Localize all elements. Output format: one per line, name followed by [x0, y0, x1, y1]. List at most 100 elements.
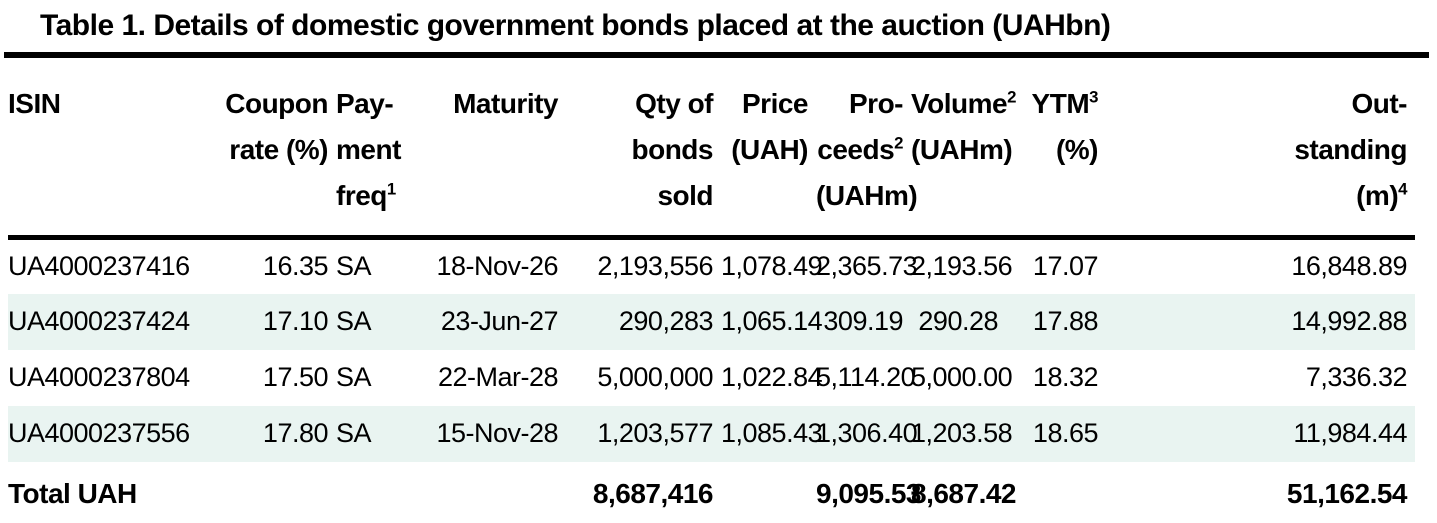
- header-text: YTM: [1031, 88, 1090, 119]
- header-line: Pro-: [816, 81, 904, 127]
- total-row: Total UAH 8,687,416 9,095.53 8,687.42 51…: [8, 462, 1415, 518]
- cell-maturity: 18-Nov-26: [436, 251, 558, 282]
- cell-outstanding-m: 16,848.89: [1291, 251, 1407, 282]
- cell-price-uah: 1,065.14: [721, 306, 823, 336]
- header-line: (m)4: [1106, 173, 1407, 219]
- header-text: sold: [657, 180, 713, 211]
- header-line: ment: [336, 127, 416, 173]
- header-text: Volume: [911, 88, 1008, 119]
- header-text: ment: [336, 134, 401, 165]
- table-body: UA4000237416 16.35 SA 18-Nov-26 2,193,55…: [8, 238, 1415, 462]
- cell-price-uah: 1,085.43: [721, 418, 823, 448]
- cell-maturity: 22-Mar-28: [437, 362, 559, 392]
- header-line: ceeds2: [816, 127, 903, 173]
- cell-qty-of-bonds-sold: 1,203,577: [597, 418, 713, 448]
- cell-volume-uahm: 2,193.56: [911, 251, 1013, 282]
- col-header-ytm-pct: YTM3 (%): [1006, 58, 1106, 240]
- cell-ytm-pct: 18.32: [1032, 362, 1099, 392]
- header-line: bonds: [566, 127, 714, 173]
- header-line: ISIN: [8, 81, 208, 127]
- header-line: (%): [1006, 127, 1099, 173]
- cell-isin: UA4000237416: [8, 251, 190, 282]
- header-text: (%): [1055, 134, 1099, 165]
- total-ytm-pct: [1006, 462, 1106, 518]
- cell-coupon-rate: 17.50: [262, 362, 329, 392]
- header-text: ceeds: [817, 134, 895, 165]
- col-header-qty-of-bonds-sold: Qty of bonds sold: [566, 58, 721, 240]
- col-header-volume-uahm: Volume2 (UAHm): [911, 58, 1016, 240]
- header-line: Volume2: [911, 81, 1016, 127]
- cell-outstanding-m: 7,336.32: [1305, 362, 1408, 392]
- cell-ytm-pct: 18.65: [1032, 418, 1099, 448]
- header-row: ISIN Coupon rate (%) Pay- ment freq1 Mat…: [8, 58, 1415, 240]
- table-row: UA4000237416 16.35 SA 18-Nov-26 2,193,55…: [8, 238, 1415, 294]
- cell-coupon-rate: 17.10: [262, 306, 329, 336]
- cell-coupon-rate: 17.80: [262, 418, 329, 448]
- col-header-proceeds-uahm: Pro- ceeds2 (UAHm): [816, 58, 918, 240]
- total-outstanding-m: 51,162.54: [1286, 477, 1408, 509]
- cell-ytm-pct: 17.88: [1032, 306, 1099, 336]
- header-text: Maturity: [453, 88, 558, 119]
- table-row: UA4000237804 17.50 SA 22-Mar-28 5,000,00…: [8, 350, 1415, 406]
- cell-coupon-rate: 16.35: [262, 251, 329, 282]
- table-title: Table 1. Details of domestic government …: [40, 9, 1111, 42]
- cell-volume-uahm: 290.28: [918, 306, 998, 336]
- cell-outstanding-m: 11,984.44: [1293, 418, 1407, 448]
- table-footer: Total UAH 8,687,416 9,095.53 8,687.42 51…: [8, 462, 1415, 518]
- header-text: Out-: [1351, 88, 1407, 119]
- header-text: freq: [336, 180, 387, 211]
- total-price-uah: [721, 462, 816, 518]
- cell-payment-freq: SA: [336, 306, 372, 336]
- table-row: UA4000237424 17.10 SA 23-Jun-27 290,283 …: [8, 293, 1415, 350]
- table-header: ISIN Coupon rate (%) Pay- ment freq1 Mat…: [8, 58, 1415, 240]
- header-text: Coupon: [225, 88, 328, 119]
- total-label: Total UAH: [8, 477, 137, 509]
- header-line: freq1: [336, 173, 416, 219]
- cell-price-uah: 1,022.84: [721, 362, 823, 392]
- cell-qty-of-bonds-sold: 2,193,556: [597, 251, 713, 282]
- header-line: Coupon: [208, 81, 328, 127]
- cell-volume-uahm: 5,000.00: [911, 362, 1013, 392]
- cell-isin: UA4000237424: [8, 306, 190, 336]
- header-line: Pay-: [336, 81, 416, 127]
- title-rule: [4, 52, 1429, 58]
- cell-proceeds-uahm: 309.19: [823, 306, 903, 336]
- header-superscript: 4: [1398, 179, 1407, 199]
- total-qty-of-bonds-sold: 8,687,416: [592, 477, 714, 509]
- cell-outstanding-m: 14,992.88: [1291, 306, 1407, 336]
- col-header-payment-freq: Pay- ment freq1: [336, 58, 416, 240]
- cell-isin: UA4000237804: [8, 362, 190, 392]
- cell-payment-freq: SA: [336, 251, 372, 282]
- header-line: standing: [1106, 127, 1407, 173]
- table-row: UA4000237556 17.80 SA 15-Nov-28 1,203,57…: [8, 405, 1415, 462]
- header-text: (m): [1356, 180, 1399, 211]
- col-header-maturity: Maturity: [416, 58, 566, 240]
- col-header-price-uah: Price (UAH): [721, 58, 816, 240]
- header-text: rate (%): [229, 134, 328, 165]
- header-line: (UAH): [721, 127, 808, 173]
- cell-proceeds-uahm: 5,114.20: [816, 362, 916, 392]
- cell-maturity: 15-Nov-28: [436, 418, 558, 448]
- bond-auction-table: ISIN Coupon rate (%) Pay- ment freq1 Mat…: [8, 58, 1415, 518]
- cell-proceeds-uahm: 2,365.73: [816, 251, 918, 282]
- header-text: (UAHm): [816, 180, 918, 211]
- total-payment-freq: [336, 462, 416, 518]
- header-line: Maturity: [416, 81, 558, 127]
- header-line: Out-: [1106, 81, 1407, 127]
- cell-qty-of-bonds-sold: 5,000,000: [597, 362, 713, 392]
- header-line: (UAHm): [816, 173, 918, 219]
- cell-payment-freq: SA: [336, 418, 372, 448]
- col-header-coupon-rate: Coupon rate (%): [208, 58, 336, 240]
- header-text: (UAHm): [911, 134, 1013, 165]
- cell-volume-uahm: 1,203.58: [911, 418, 1013, 448]
- col-header-outstanding-m: Out- standing (m)4: [1106, 58, 1415, 240]
- header-superscript: 2: [1007, 87, 1016, 107]
- cell-isin: UA4000237556: [8, 418, 190, 448]
- header-text: Qty of: [635, 88, 713, 119]
- col-header-isin: ISIN: [8, 58, 208, 240]
- header-text: Pay-: [336, 88, 394, 119]
- cell-payment-freq: SA: [336, 362, 372, 392]
- header-text: bonds: [631, 134, 714, 165]
- cell-qty-of-bonds-sold: 290,283: [618, 306, 714, 336]
